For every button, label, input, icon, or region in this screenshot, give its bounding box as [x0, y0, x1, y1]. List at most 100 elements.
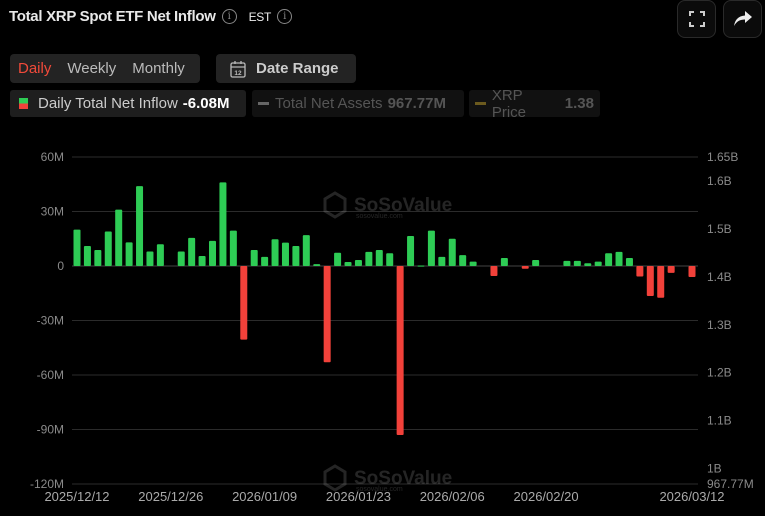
bar-2026/01/27[interactable] [375, 250, 383, 266]
legend-xrp-price[interactable]: XRP Price 1.38 [469, 87, 600, 121]
legend-value: 1.38 [564, 95, 594, 112]
bar-2026/03/03[interactable] [615, 251, 623, 266]
bar-2025/12/16[interactable] [94, 250, 102, 266]
y-right-tick-label: 967.77M [707, 477, 754, 491]
legend-line-icon [475, 102, 486, 105]
y-left-tick-label: 30M [41, 205, 64, 219]
y-right-tick-label: 1.65B [707, 150, 738, 164]
bar-2026/01/22[interactable] [344, 262, 352, 266]
bar-2026/03/10[interactable] [667, 266, 675, 273]
bar-2025/12/29[interactable] [177, 251, 185, 266]
bar-2025/12/17[interactable] [104, 231, 112, 266]
share-button[interactable] [723, 0, 762, 38]
legend-line-icon [258, 102, 269, 105]
chart-title-bar: Total XRP Spot ETF Net Inflow i EST i [9, 8, 293, 25]
y-right-tick-label: 1.4B [707, 270, 732, 284]
bar-2026/02/03[interactable] [417, 265, 425, 267]
bar-2026/02/26[interactable] [584, 263, 592, 266]
svg-text:SoSoValue: SoSoValue [354, 468, 452, 489]
x-tick-label: 2026/02/20 [514, 489, 579, 504]
x-tick-label: 2026/03/12 [659, 489, 724, 504]
calendar-icon: 12 [230, 60, 246, 78]
date-range-button[interactable]: 12 Date Range [216, 54, 356, 83]
bar-2025/12/23[interactable] [146, 251, 154, 266]
bar-2026/01/09[interactable] [261, 256, 269, 266]
bar-2026/02/27[interactable] [594, 261, 602, 266]
bar-2026/03/04[interactable] [625, 258, 633, 266]
bar-2026/01/02[interactable] [209, 240, 217, 266]
legend-total-net-assets[interactable]: Total Net Assets 967.77M [252, 90, 464, 117]
bar-2026/02/13[interactable] [500, 258, 508, 266]
bar-2025/12/15[interactable] [83, 246, 91, 266]
timezone-info-icon[interactable]: i [277, 9, 293, 24]
legend-value: 967.77M [387, 95, 446, 112]
bar-2026/02/12[interactable] [490, 266, 498, 276]
period-daily[interactable]: Daily [18, 60, 52, 77]
date-range-label: Date Range [256, 60, 339, 77]
bar-2026/01/28[interactable] [386, 253, 394, 266]
x-tick-label: 2026/02/06 [420, 489, 485, 504]
bar-2026/01/14[interactable] [292, 246, 300, 266]
y-left-tick-label: -120M [30, 477, 64, 491]
bar-2026/01/13[interactable] [281, 242, 289, 266]
info-icon[interactable]: i [221, 9, 237, 24]
svg-text:sosovalue.com: sosovalue.com [356, 486, 403, 493]
y-left-tick-label: 0 [57, 259, 64, 273]
bar-2026/01/12[interactable] [271, 239, 279, 266]
x-tick-label: 2025/12/26 [138, 489, 203, 504]
bar-2026/02/02[interactable] [407, 236, 415, 266]
bar-2026/02/05[interactable] [438, 256, 446, 266]
y-right-tick-label: 1.5B [707, 222, 732, 236]
bar-2025/12/19[interactable] [125, 242, 133, 266]
share-icon [733, 11, 752, 26]
bar-2026/03/05[interactable] [636, 266, 644, 277]
legend-label: Total Net Assets [275, 95, 383, 112]
page-title: Total XRP Spot ETF Net Inflow [9, 8, 216, 25]
bar-2026/01/21[interactable] [334, 252, 342, 266]
bar-2026/01/26[interactable] [365, 251, 373, 266]
legend-label: Daily Total Net Inflow [38, 95, 178, 112]
bar-2026/02/09[interactable] [459, 255, 467, 266]
legend-label: XRP Price [491, 86, 527, 121]
bar-2026/02/19[interactable] [532, 260, 540, 266]
bar-2026/01/08[interactable] [250, 250, 258, 266]
bar-2026/01/29[interactable] [396, 266, 404, 435]
bar-2026/01/15[interactable] [302, 235, 310, 266]
legend-daily-net-inflow[interactable]: Daily Total Net Inflow -6.08M [10, 90, 246, 117]
bar-2026/02/24[interactable] [563, 260, 571, 266]
x-tick-label: 2026/01/23 [326, 489, 391, 504]
bar-2026/03/12[interactable] [688, 266, 696, 278]
y-right-tick-label: 1.6B [707, 174, 732, 188]
legend-swatch-icon [19, 98, 28, 109]
bar-2025/12/22[interactable] [136, 186, 144, 266]
bar-2026/01/20[interactable] [323, 266, 331, 363]
bar-2025/12/18[interactable] [115, 209, 123, 266]
bar-2025/12/24[interactable] [156, 244, 164, 266]
y-right-tick-label: 1.3B [707, 318, 732, 332]
x-tick-label: 2026/01/09 [232, 489, 297, 504]
bar-2025/12/31[interactable] [198, 256, 206, 266]
bar-2026/03/09[interactable] [657, 266, 665, 298]
bar-2026/02/10[interactable] [469, 261, 477, 266]
period-selector: Daily Weekly Monthly [10, 54, 200, 83]
svg-text:sosovalue.com: sosovalue.com [356, 213, 403, 220]
bar-2026/02/18[interactable] [521, 266, 529, 269]
bar-2025/12/12[interactable] [73, 229, 81, 266]
bar-2026/01/16[interactable] [313, 264, 321, 266]
period-weekly[interactable]: Weekly [67, 60, 117, 77]
y-left-tick-label: -60M [37, 368, 64, 382]
bar-2026/01/07[interactable] [240, 266, 248, 340]
bar-2025/12/30[interactable] [188, 237, 196, 266]
bar-2026/01/23[interactable] [354, 260, 362, 266]
bar-2026/03/06[interactable] [646, 266, 654, 296]
bar-2026/03/02[interactable] [605, 253, 613, 266]
bar-2026/02/25[interactable] [573, 260, 581, 266]
bar-2026/01/05[interactable] [219, 182, 227, 266]
legend-value: -6.08M [182, 95, 230, 112]
bar-2026/02/06[interactable] [448, 238, 456, 266]
fullscreen-button[interactable] [677, 0, 716, 38]
bar-2026/01/06[interactable] [229, 230, 237, 266]
y-right-tick-label: 1.1B [707, 414, 732, 428]
bar-2026/02/04[interactable] [427, 230, 435, 266]
period-monthly[interactable]: Monthly [132, 60, 185, 77]
